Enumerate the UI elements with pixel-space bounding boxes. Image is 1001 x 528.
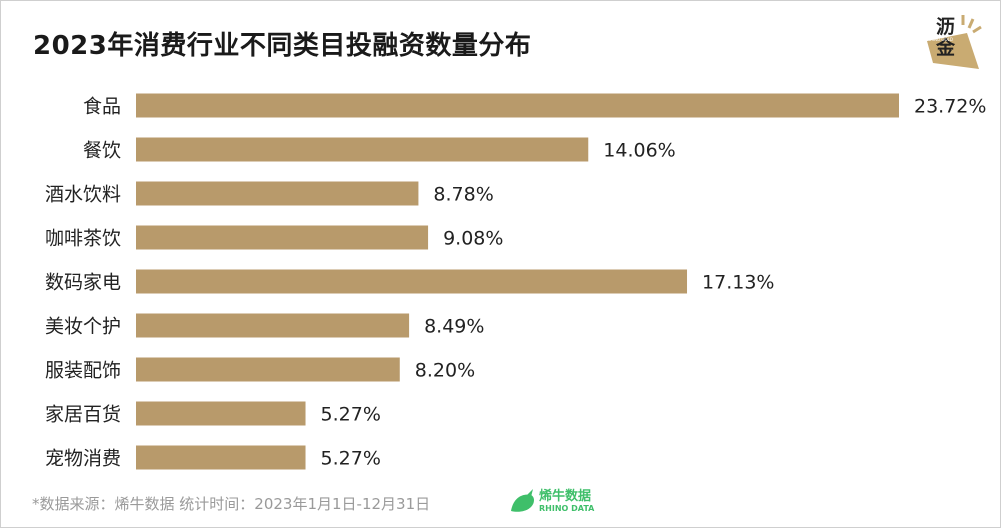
chart-title: 2023年消费行业不同类目投融资数量分布 — [33, 31, 532, 61]
bar — [136, 445, 306, 470]
brand-name: 烯牛数据 — [539, 489, 592, 504]
bar — [136, 401, 306, 426]
bar — [136, 93, 899, 118]
bar — [136, 225, 429, 250]
category-label: 食品 — [83, 96, 121, 118]
value-label: 17.13% — [702, 272, 774, 294]
bar — [136, 137, 589, 162]
bar — [136, 357, 400, 382]
bar — [136, 269, 688, 294]
category-label: 美妆个护 — [45, 316, 121, 338]
bar — [136, 313, 410, 338]
category-label: 宠物消费 — [45, 448, 121, 470]
category-label: 酒水饮料 — [45, 184, 121, 206]
value-label: 5.27% — [321, 448, 381, 470]
brand-subname: RHINO DATA — [539, 504, 595, 513]
footer-source: *数据来源：烯牛数据 统计时间：2023年1月1日-12月31日 — [32, 495, 431, 513]
value-label: 8.20% — [415, 360, 475, 382]
value-label: 23.72% — [914, 96, 986, 118]
value-label: 14.06% — [603, 140, 675, 162]
category-label: 服装配饰 — [45, 360, 121, 382]
logo-text: 沥金 — [936, 16, 956, 59]
value-label: 8.78% — [433, 184, 493, 206]
brand-logo-icon — [927, 15, 982, 69]
category-label: 咖啡茶饮 — [45, 228, 121, 250]
bar-chart: 食品 23.72% 餐饮 14.06% 酒水饮料 8.78% 咖啡茶饮 9.08% 数码家电 17… — [45, 93, 986, 470]
logo-subtext: RHINO GOLD — [927, 37, 953, 42]
category-label: 家居百货 — [45, 404, 121, 426]
category-label: 餐饮 — [83, 140, 121, 162]
category-label: 数码家电 — [45, 272, 121, 294]
value-label: 5.27% — [321, 404, 381, 426]
value-label: 8.49% — [424, 316, 484, 338]
rhino-data-logo-icon — [511, 489, 534, 512]
bar — [136, 181, 419, 206]
value-label: 9.08% — [443, 228, 503, 250]
